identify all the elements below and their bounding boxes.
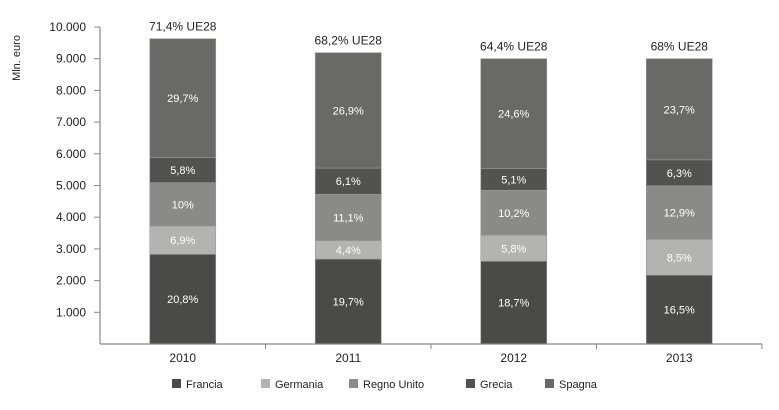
bar-segment xyxy=(480,260,548,345)
segment-label: 5,8% xyxy=(501,243,526,255)
y-tick-label: 3.000 xyxy=(56,242,86,256)
segment-label: 10,2% xyxy=(498,208,529,220)
bar-segment xyxy=(480,58,548,169)
y-tick-label: 10.000 xyxy=(49,20,86,34)
legend-item: Regno Unito xyxy=(349,379,424,391)
bar-segment xyxy=(149,225,217,255)
segment-label: 5,8% xyxy=(170,165,195,177)
y-tick-label: 5.000 xyxy=(56,179,86,193)
legend-swatch xyxy=(172,379,181,388)
x-tick-label: 2012 xyxy=(500,351,527,365)
legend: Francia Germania Regno Unito Grecia Spagna xyxy=(172,379,598,391)
segment-label: 19,7% xyxy=(333,297,364,309)
y-tick-label: 8.000 xyxy=(56,83,86,97)
y-tick-label: 9.000 xyxy=(56,52,86,66)
bar-segment xyxy=(149,182,217,227)
y-axis-ticks: 1.000 2.000 3.000 4.000 5.000 6.000 7.000 8.000… xyxy=(49,20,100,319)
total-labels: 71,4% UE28 68,2% UE28 64,4% UE28 68% UE28 xyxy=(149,20,708,54)
bar-segment xyxy=(645,239,713,276)
segment-label: 6,3% xyxy=(667,168,692,180)
bar-segment xyxy=(149,157,217,183)
segment-label: 6,1% xyxy=(336,176,361,188)
y-tick-label: 7.000 xyxy=(56,115,86,129)
legend-item: Grecia xyxy=(466,379,513,391)
bar-segment xyxy=(645,274,713,345)
legend-swatch xyxy=(545,379,554,388)
legend-label: Germania xyxy=(275,379,324,391)
segment-label: 5,1% xyxy=(501,174,526,186)
x-tick-label: 2013 xyxy=(666,351,693,365)
segment-label: 18,7% xyxy=(498,298,529,310)
bar-segment xyxy=(149,38,217,158)
bar-segment xyxy=(314,167,382,195)
total-label: 71,4% UE28 xyxy=(149,20,217,34)
y-tick-label: 2.000 xyxy=(56,274,86,288)
segment-label: 4,4% xyxy=(336,245,361,257)
bar-segment xyxy=(480,189,548,236)
segment-label: 6,9% xyxy=(170,235,195,247)
bar-segment xyxy=(645,159,713,187)
y-axis-label: Mln. euro xyxy=(11,35,23,81)
x-tick-label: 2010 xyxy=(169,351,196,365)
legend-item: Spagna xyxy=(545,379,598,391)
bars: 20,8% 6,9% 10% 5,8% 29,7% 19,7% 4,4% 11,1% 6,1% 2… xyxy=(149,38,713,345)
segment-label: 16,5% xyxy=(664,305,695,317)
bar-segment xyxy=(314,194,382,241)
legend-label: Spagna xyxy=(559,379,598,391)
legend-swatch xyxy=(261,379,270,388)
legend-item: Francia xyxy=(172,379,224,391)
y-tick-label: 4.000 xyxy=(56,210,86,224)
y-tick-label: 1.000 xyxy=(56,305,86,319)
legend-swatch xyxy=(466,379,475,388)
segment-label: 12,9% xyxy=(664,208,695,220)
bar-segment xyxy=(645,58,713,161)
segment-label: 20,8% xyxy=(167,294,198,306)
total-label: 64,4% UE28 xyxy=(480,40,548,54)
segment-label: 29,7% xyxy=(167,93,198,105)
x-tick-label: 2011 xyxy=(335,351,361,365)
total-label: 68% UE28 xyxy=(651,40,709,54)
segment-label: 8,5% xyxy=(667,252,692,264)
segment-label: 10% xyxy=(172,199,194,211)
y-tick-label: 6.000 xyxy=(56,147,86,161)
segment-label: 24,6% xyxy=(498,109,529,121)
bar-segment xyxy=(645,185,713,240)
segment-label: 11,1% xyxy=(333,213,364,225)
legend-label: Grecia xyxy=(480,379,513,391)
legend-item: Germania xyxy=(261,379,324,391)
legend-label: Francia xyxy=(186,379,224,391)
segment-label: 23,7% xyxy=(664,104,695,116)
segment-label: 26,9% xyxy=(333,105,364,117)
legend-label: Regno Unito xyxy=(363,379,424,391)
legend-swatch xyxy=(349,379,358,388)
x-axis-labels: 2010 2011 2012 2013 xyxy=(169,344,763,365)
total-label: 68,2% UE28 xyxy=(315,34,383,48)
bar-segment xyxy=(314,258,382,345)
bar-segment xyxy=(314,52,382,169)
